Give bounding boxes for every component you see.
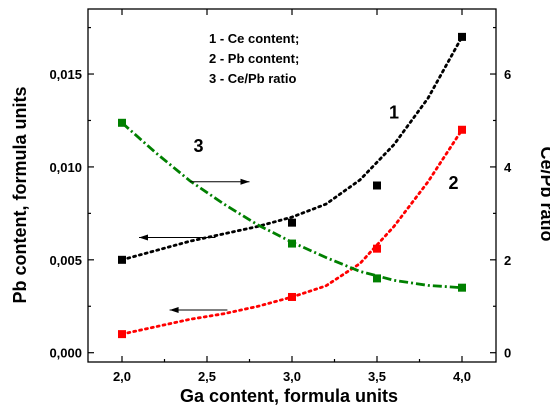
legend-entry: 3 - Ce/Pb ratio	[209, 71, 296, 86]
series-1-point	[118, 255, 126, 264]
series-2-point	[373, 244, 381, 253]
y2-tick-label: 2	[504, 253, 511, 268]
series-2-point	[288, 292, 296, 301]
arrowhead-series-1	[139, 234, 148, 241]
legend-entry: 1 - Ce content;	[209, 31, 299, 46]
series-1-point	[288, 218, 296, 227]
series-1-point	[373, 181, 381, 190]
series-3-point	[373, 274, 381, 283]
arrowhead-series-3	[240, 178, 250, 185]
x-tick-label: 2,5	[198, 369, 216, 384]
series-2-point	[118, 330, 126, 339]
series-3-point	[458, 283, 466, 292]
series-3-point	[288, 239, 296, 248]
y2-tick-label: 0	[504, 346, 511, 361]
y-tick-label: 0,000	[49, 346, 82, 361]
y-axis-title: Pb content, formula units	[10, 86, 30, 303]
series-3-fit-line	[121, 121, 463, 290]
y-tick-label: 0,015	[49, 67, 82, 82]
series-2-point	[458, 125, 466, 134]
legend-entry: 2 - Pb content;	[209, 51, 299, 66]
x-axis-title: Ga content, formula units	[180, 386, 398, 406]
x-tick-label: 4,0	[453, 369, 471, 384]
series-1-point	[458, 32, 466, 41]
series-label-3: 3	[193, 136, 203, 156]
x-tick-label: 3,0	[283, 369, 301, 384]
y-tick-label: 0,005	[49, 253, 82, 268]
y2-tick-label: 6	[504, 67, 511, 82]
arrowhead-series-2	[169, 306, 179, 313]
y2-axis-title: Ce/Pb ratio	[537, 146, 550, 241]
series-label-1: 1	[389, 103, 399, 123]
x-tick-label: 3,5	[368, 369, 386, 384]
y-tick-label: 0,010	[49, 160, 82, 175]
series-2-fit-line	[120, 128, 464, 336]
series-label-2: 2	[448, 173, 458, 193]
y2-tick-label: 4	[504, 160, 512, 175]
series-1-fit-line	[120, 35, 464, 262]
series-3-point	[118, 118, 126, 127]
x-tick-label: 2,0	[113, 369, 131, 384]
